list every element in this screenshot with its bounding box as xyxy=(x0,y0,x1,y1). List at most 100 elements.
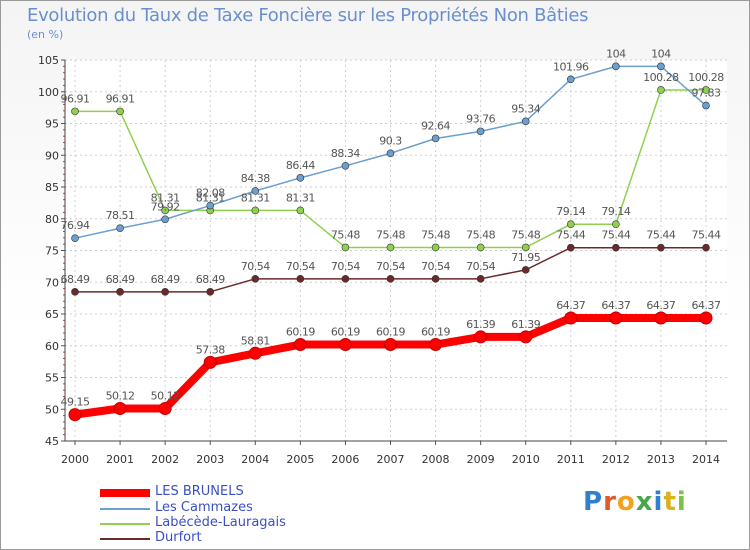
data-label-les-brunels: 61.39 xyxy=(466,318,495,331)
data-point-les-brunels xyxy=(113,401,127,415)
legend-label-les-cammazes: Les Cammazes xyxy=(155,500,253,515)
data-label-les-brunels: 64.37 xyxy=(601,299,630,312)
data-label-labecede-lauragais: 96.91 xyxy=(106,92,135,105)
data-point-labecede-lauragais xyxy=(161,206,169,215)
x-tick-label: 2009 xyxy=(467,453,495,466)
data-point-durfort xyxy=(116,288,124,296)
data-label-les-cammazes: 90.3 xyxy=(379,134,402,147)
x-tick-label: 2006 xyxy=(331,453,359,466)
x-tick-label: 2014 xyxy=(692,453,720,466)
data-label-durfort: 68.49 xyxy=(61,273,90,286)
data-label-labecede-lauragais: 75.48 xyxy=(466,228,495,241)
data-label-durfort: 70.54 xyxy=(466,260,495,273)
data-label-durfort: 68.49 xyxy=(196,273,225,286)
data-label-labecede-lauragais: 81.31 xyxy=(286,191,315,204)
x-tick-label: 2003 xyxy=(196,453,224,466)
data-point-les-cammazes xyxy=(657,62,665,71)
data-point-les-brunels xyxy=(699,311,713,325)
data-label-les-cammazes: 82.08 xyxy=(196,187,225,200)
data-point-les-cammazes xyxy=(71,234,79,242)
data-point-les-cammazes xyxy=(566,75,575,84)
x-tick-label: 2000 xyxy=(61,453,89,466)
legend-label-labecede-lauragais: Labécède-Lauragais xyxy=(155,515,286,530)
data-point-les-brunels xyxy=(293,338,307,352)
y-tick-label: 70 xyxy=(45,276,59,289)
data-label-labecede-lauragais: 81.31 xyxy=(151,191,180,204)
data-point-labecede-lauragais xyxy=(386,243,395,252)
legend-label-les-brunels: LES BRUNELS xyxy=(155,484,244,499)
data-point-durfort xyxy=(476,275,485,283)
data-label-labecede-lauragais: 79.14 xyxy=(601,205,630,218)
y-tick-label: 80 xyxy=(45,213,59,226)
data-point-les-brunels xyxy=(68,408,82,422)
data-point-durfort xyxy=(702,243,710,252)
data-label-les-brunels: 64.37 xyxy=(556,299,585,312)
y-tick-label: 105 xyxy=(38,54,59,67)
data-label-durfort: 75.44 xyxy=(692,229,721,242)
data-label-labecede-lauragais: 75.48 xyxy=(421,228,450,241)
data-point-durfort xyxy=(386,275,395,283)
data-label-les-cammazes: 95.34 xyxy=(511,102,540,115)
x-tick-label: 2012 xyxy=(602,453,630,466)
data-label-durfort: 68.49 xyxy=(106,273,135,286)
data-label-les-cammazes: 88.34 xyxy=(331,147,360,160)
data-label-les-cammazes: 93.76 xyxy=(466,112,495,125)
data-label-labecede-lauragais: 100.28 xyxy=(688,71,724,84)
x-tick-label: 2005 xyxy=(286,453,314,466)
data-label-les-cammazes: 78.51 xyxy=(106,209,135,222)
data-label-les-brunels: 60.19 xyxy=(331,326,360,339)
data-label-labecede-lauragais: 75.48 xyxy=(376,228,405,241)
data-point-durfort xyxy=(251,275,260,283)
data-point-les-cammazes xyxy=(206,201,215,210)
data-point-les-cammazes xyxy=(431,134,440,143)
legend-label-durfort: Durfort xyxy=(155,530,202,545)
data-label-durfort: 68.49 xyxy=(151,273,180,286)
data-label-labecede-lauragais: 81.31 xyxy=(241,191,270,204)
data-point-durfort xyxy=(521,266,530,274)
data-point-labecede-lauragais xyxy=(566,220,575,229)
data-label-les-brunels: 57.38 xyxy=(196,343,225,356)
data-label-durfort: 70.54 xyxy=(286,260,315,273)
data-label-les-brunels: 50.12 xyxy=(151,389,180,402)
data-point-labecede-lauragais xyxy=(476,243,485,252)
data-point-les-cammazes xyxy=(296,174,305,182)
data-label-les-brunels: 60.19 xyxy=(376,326,405,339)
data-label-durfort: 70.54 xyxy=(331,260,360,273)
data-label-durfort: 70.54 xyxy=(376,260,405,273)
data-label-les-cammazes: 76.94 xyxy=(61,219,90,232)
data-point-les-brunels xyxy=(158,401,172,415)
data-label-durfort: 75.44 xyxy=(646,229,675,242)
data-label-les-cammazes: 79.92 xyxy=(151,200,180,213)
data-label-labecede-lauragais: 100.28 xyxy=(643,71,679,84)
data-point-les-cammazes xyxy=(521,117,530,126)
data-point-les-cammazes xyxy=(341,161,350,170)
x-tick-label: 2013 xyxy=(647,453,675,466)
data-point-les-brunels xyxy=(203,355,217,369)
data-label-labecede-lauragais: 79.14 xyxy=(556,205,585,218)
data-label-labecede-lauragais: 96.91 xyxy=(61,92,90,105)
data-point-durfort xyxy=(431,275,440,283)
data-point-durfort xyxy=(612,243,620,252)
x-tick-label: 2004 xyxy=(241,453,269,466)
data-point-les-brunels xyxy=(609,311,623,325)
data-point-labecede-lauragais xyxy=(612,220,620,229)
data-point-les-brunels xyxy=(384,338,397,352)
data-label-les-cammazes: 84.38 xyxy=(241,172,270,185)
data-label-les-cammazes: 97.83 xyxy=(692,87,721,100)
x-tick-label: 2007 xyxy=(377,453,405,466)
y-axis-unit: (en %) xyxy=(27,28,64,41)
data-point-labecede-lauragais xyxy=(657,86,665,94)
y-tick-label: 75 xyxy=(45,245,59,258)
data-label-les-cammazes: 86.44 xyxy=(286,159,315,172)
data-point-labecede-lauragais xyxy=(71,107,79,116)
data-point-labecede-lauragais xyxy=(251,206,260,215)
x-tick-label: 2011 xyxy=(557,453,585,466)
data-label-durfort: 70.54 xyxy=(241,260,270,273)
data-label-labecede-lauragais: 75.48 xyxy=(511,228,540,241)
data-point-les-cammazes xyxy=(251,187,260,195)
data-label-durfort: 70.54 xyxy=(421,260,450,273)
data-point-durfort xyxy=(657,243,665,252)
data-label-les-cammazes: 101.96 xyxy=(553,60,589,73)
data-label-durfort: 75.44 xyxy=(601,229,630,242)
data-point-les-cammazes xyxy=(116,224,124,233)
